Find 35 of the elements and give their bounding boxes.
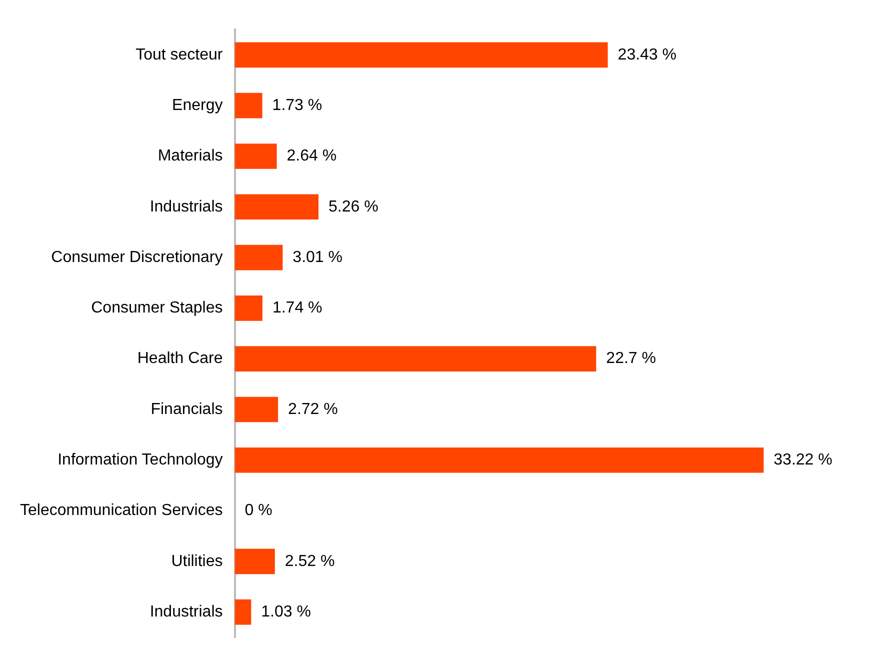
data-label: 33.22 %: [774, 452, 832, 469]
data-label: 0 %: [244, 502, 272, 520]
data-label: 1.03 %: [261, 603, 311, 620]
y-tick-label: Information Technology: [58, 452, 223, 469]
bar: [234, 599, 252, 625]
y-tick-label: Industrials: [150, 198, 223, 216]
y-tick-label: Industrials: [150, 603, 223, 620]
bar: [234, 548, 275, 574]
data-label: 2.52 %: [284, 552, 335, 570]
data-label: 23.43 %: [618, 46, 677, 64]
bar: [234, 194, 318, 220]
y-tick-label: Materials: [158, 148, 223, 165]
bar: [234, 396, 278, 422]
y-tick-label: Utilities: [171, 552, 223, 570]
bar: [234, 244, 283, 270]
data-label: 3.01 %: [292, 248, 342, 266]
y-tick-label: Telecommunication Services: [20, 502, 223, 520]
bar: [234, 296, 262, 321]
data-label: 5.26 %: [328, 198, 378, 216]
data-label: 2.64 %: [286, 148, 337, 165]
bar: [234, 92, 262, 118]
data-label: 1.73 %: [272, 96, 322, 114]
bar: [234, 144, 277, 169]
y-tick-label: Health Care: [137, 350, 223, 368]
data-label: 2.72 %: [288, 400, 338, 418]
y-tick-label: Consumer Staples: [91, 300, 223, 317]
bar: [234, 346, 596, 372]
y-tick-label: Financials: [150, 400, 223, 418]
y-tick-label: Energy: [172, 96, 223, 114]
data-label: 22.7 %: [606, 350, 656, 368]
y-tick-label: Consumer Discretionary: [51, 248, 223, 266]
bar: [234, 447, 764, 473]
y-tick-label: Tout secteur: [136, 46, 224, 64]
data-label: 1.74 %: [272, 300, 322, 317]
bar: [234, 42, 608, 68]
